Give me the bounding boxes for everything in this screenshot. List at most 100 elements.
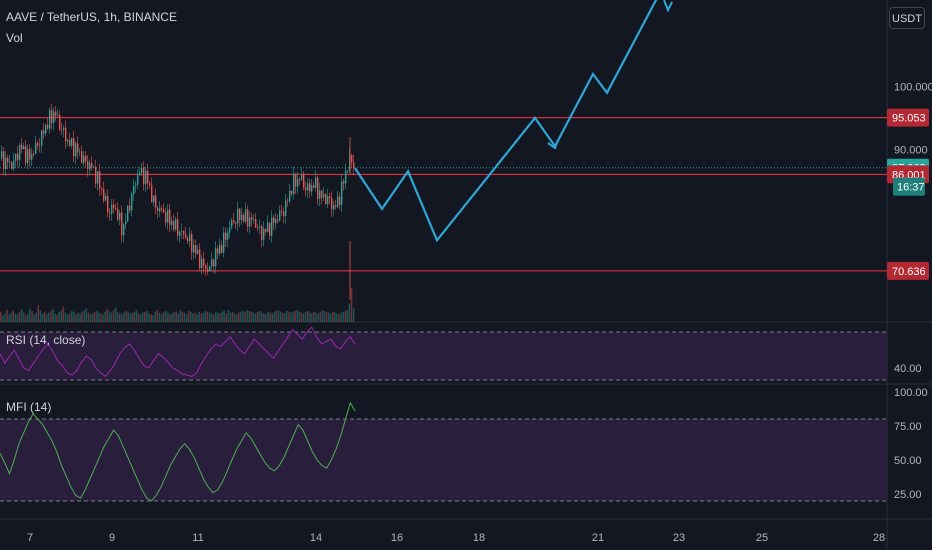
volume-bar	[165, 310, 167, 322]
candle-body	[247, 209, 249, 227]
candle-body	[207, 269, 209, 272]
volume-bar	[94, 311, 96, 322]
volume-bar	[307, 310, 309, 322]
candle-body	[45, 125, 47, 134]
volume-bar	[284, 313, 286, 322]
volume-bar	[139, 314, 142, 323]
candle-body	[1, 151, 3, 159]
candle-body	[113, 204, 115, 208]
candle-body	[147, 170, 149, 184]
volume-bar	[10, 312, 12, 322]
volume-bar	[18, 311, 21, 322]
candle-body	[203, 258, 205, 266]
volume-bar	[4, 313, 6, 322]
volume-bar	[233, 313, 236, 322]
volume-bar	[210, 313, 213, 322]
candle-body	[115, 207, 117, 209]
volume-bar	[273, 311, 276, 322]
candle-body	[243, 214, 245, 222]
volume-bar	[352, 308, 355, 322]
candle-body	[221, 245, 223, 253]
volume-bar	[75, 314, 77, 323]
time-axis-tick: 9	[109, 532, 115, 544]
candle-body	[5, 157, 7, 169]
volume-bar	[263, 313, 265, 322]
candle-body	[333, 205, 335, 210]
candle-body	[37, 142, 39, 146]
candle-body	[127, 205, 129, 222]
volume-bar	[27, 313, 29, 322]
candle-body	[329, 196, 331, 198]
candle-body	[71, 138, 73, 146]
volume-bar	[192, 313, 194, 322]
time-axis-tick: 28	[873, 532, 885, 544]
time-axis-tick: 14	[310, 532, 322, 544]
volume-bar	[52, 309, 54, 323]
candle-body	[191, 234, 193, 253]
volume-bar	[229, 312, 232, 322]
candle-body	[177, 219, 179, 236]
candle-body	[181, 230, 183, 232]
volume-bar	[275, 310, 278, 322]
volume-bar	[279, 311, 282, 322]
volume-bar	[319, 311, 321, 322]
candle-body	[135, 184, 137, 186]
volume-bar	[196, 314, 198, 323]
price-axis-tick: 100.000	[894, 82, 932, 94]
currency-button[interactable]: USDT	[889, 7, 925, 29]
mfi-label: MFI (14)	[6, 400, 52, 414]
candle-body	[217, 248, 219, 254]
volume-bar	[100, 313, 102, 322]
candle-body	[197, 249, 199, 254]
volume-bar	[254, 313, 257, 322]
volume-bar	[142, 312, 144, 322]
candle-body	[251, 217, 253, 220]
volume-bar	[58, 311, 60, 322]
candle-body	[257, 227, 259, 229]
volume-bar	[332, 311, 334, 322]
volume-bar	[309, 312, 311, 322]
volume-bar	[302, 313, 305, 322]
volume-bar	[298, 311, 301, 322]
volume-bar	[116, 311, 119, 322]
candle-body	[223, 232, 225, 253]
candle-body	[77, 143, 79, 153]
volume-bar	[48, 312, 50, 322]
candle-body	[261, 226, 263, 240]
candle-body	[229, 227, 231, 233]
volume-bar	[265, 314, 267, 323]
volume-bar	[227, 310, 230, 322]
volume-bar	[350, 288, 353, 322]
volume-bar	[169, 314, 171, 323]
volume-bar	[242, 310, 244, 322]
volume-bar	[248, 310, 250, 322]
candle-body	[325, 194, 327, 205]
volume-bar	[304, 311, 307, 322]
volume-bar	[56, 315, 58, 322]
volume-bar	[96, 310, 98, 322]
volume-bar	[258, 310, 261, 322]
candle-body	[63, 127, 65, 130]
time-axis-tick: 23	[673, 532, 685, 544]
volume-bar	[85, 308, 88, 322]
candle-body	[131, 193, 133, 211]
candle-body	[307, 183, 309, 191]
candle-body	[125, 221, 127, 225]
candle-body	[259, 226, 261, 228]
price-axis-tick: 90.000	[894, 144, 928, 156]
candle-body	[41, 130, 43, 146]
volume-bar	[54, 313, 56, 322]
candle-body	[105, 195, 107, 201]
candle-body	[273, 217, 275, 224]
volume-bar	[183, 312, 186, 322]
candle-body	[175, 219, 177, 230]
volume-bar	[315, 312, 317, 322]
volume-bar	[290, 312, 292, 322]
candle-body	[277, 219, 279, 221]
symbol-title: AAVE / TetherUS, 1h, BINANCE	[6, 10, 177, 24]
mfi-axis-tick: 25.00	[894, 489, 922, 501]
volume-bar	[114, 307, 117, 322]
mfi-axis-tick: 75.00	[894, 421, 922, 433]
volume-bar	[31, 310, 33, 322]
